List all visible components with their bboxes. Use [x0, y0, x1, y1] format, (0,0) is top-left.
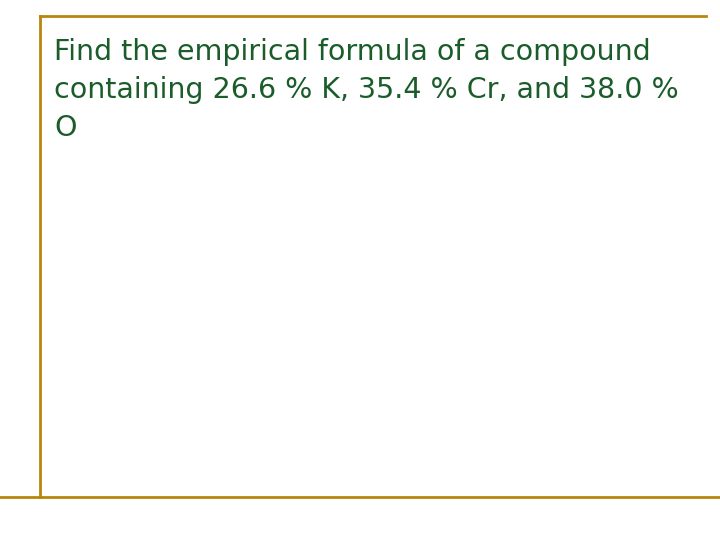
Text: Find the empirical formula of a compound
containing 26.6 % K, 35.4 % Cr, and 38.: Find the empirical formula of a compound…: [54, 38, 679, 141]
